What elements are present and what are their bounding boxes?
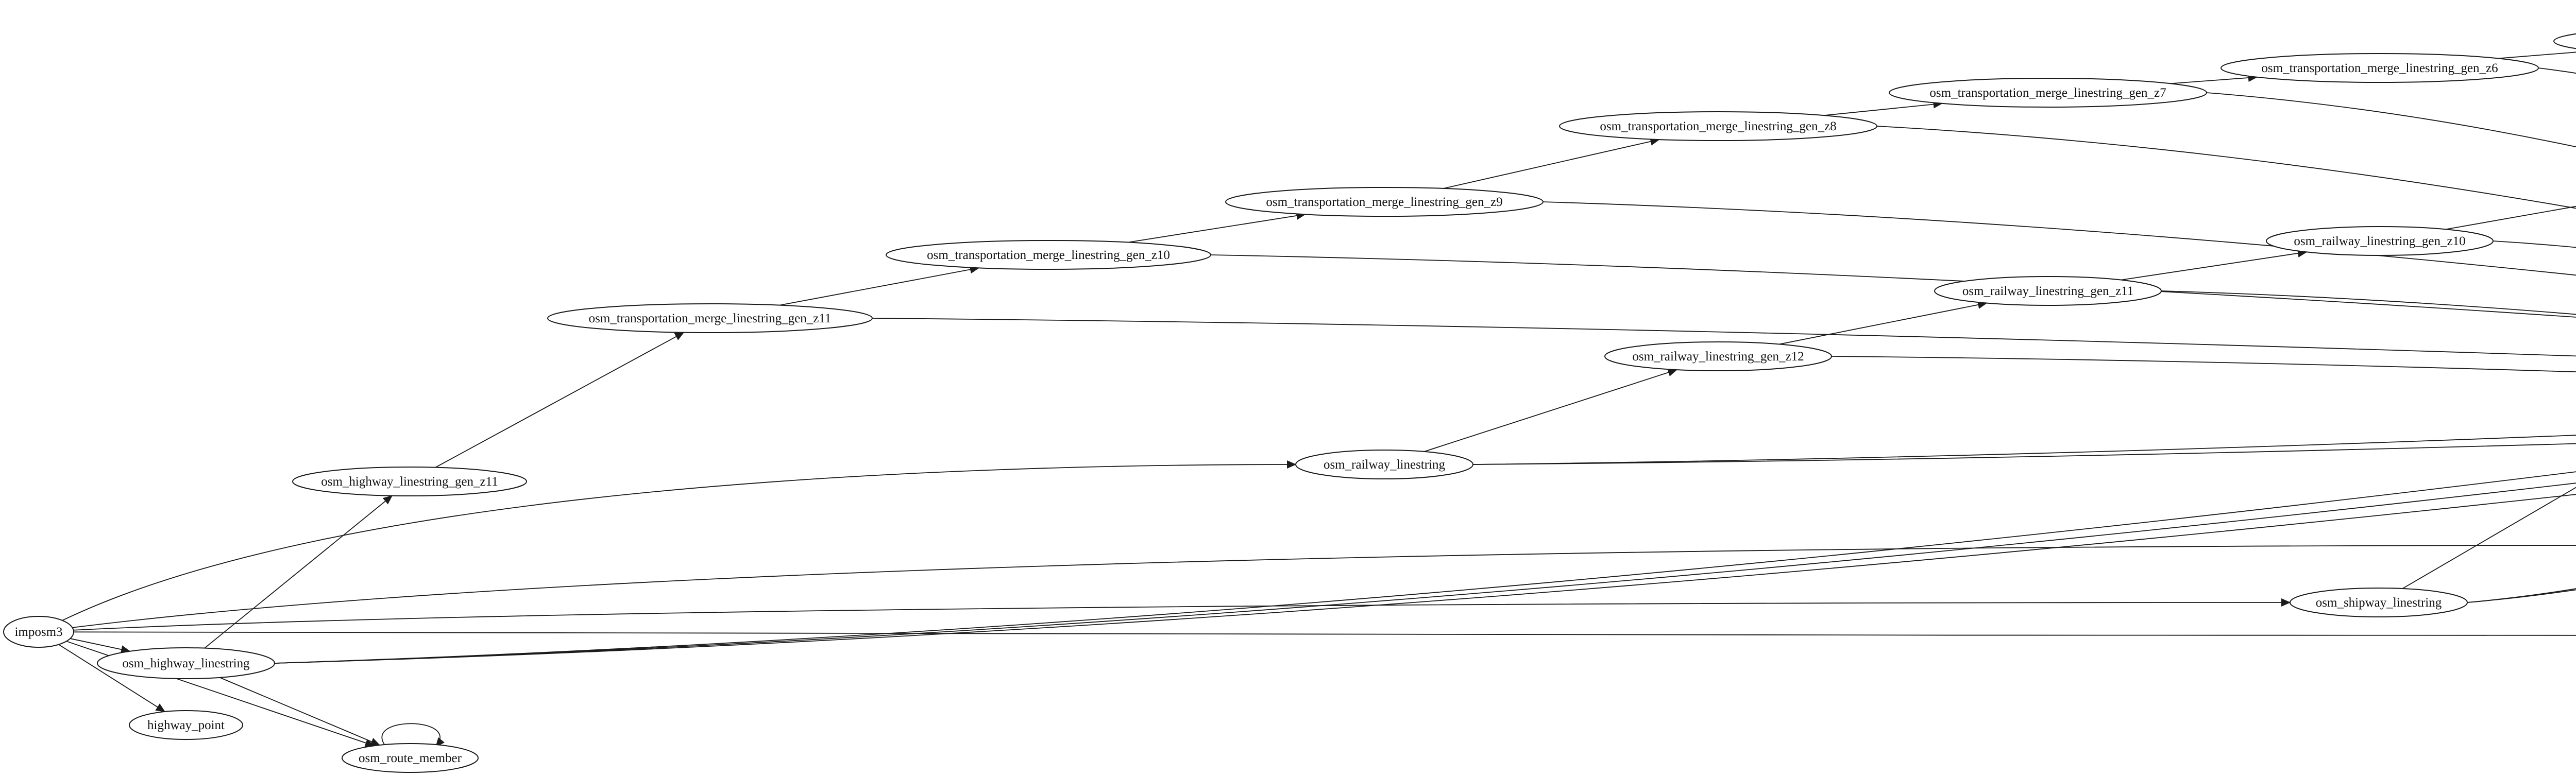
- edge-railway-railway_z12: [1423, 368, 1677, 452]
- node-railway_z12: osm_railway_linestring_gen_z12: [1604, 341, 1832, 371]
- node-label-shipway: osm_shipway_linestring: [2316, 596, 2442, 610]
- edge-railway_z11-z11: [2161, 290, 2576, 315]
- edge-railway-z14+: [1472, 443, 2576, 465]
- node-label-railway: osm_railway_linestring: [1324, 458, 1446, 472]
- edge-railway_z10-railway_z9: [2446, 205, 2576, 230]
- node-merge_z6: osm_transportation_merge_linestring_gen_…: [2221, 53, 2539, 83]
- node-merge_z7: osm_transportation_merge_linestring_gen_…: [1889, 78, 2207, 108]
- edge-shipway-shipway_z12: [2402, 487, 2576, 589]
- node-ellipse-imposm3: [3, 616, 74, 648]
- node-label-railway_z10: osm_railway_linestring_gen_z10: [2294, 234, 2465, 248]
- node-label-merge_z6: osm_transportation_merge_linestring_gen_…: [2261, 61, 2498, 75]
- edge-merge_z10-merge_z9: [1128, 212, 1306, 243]
- edge-merge_z6-merge_z5: [2498, 51, 2576, 59]
- edge-highway_linestring-highway_gen_z11: [204, 495, 393, 649]
- edge-merge_z9-merge_z8: [1443, 137, 1660, 189]
- node-label-route_member: osm_route_member: [359, 751, 462, 765]
- edge-merge_z9-z9: [1543, 201, 2576, 276]
- node-ellipse-merge_z9: [1225, 187, 1544, 217]
- node-merge_z10: osm_transportation_merge_linestring_gen_…: [886, 240, 1211, 270]
- node-label-imposm3: imposm3: [14, 625, 62, 639]
- node-label-railway_z11: osm_railway_linestring_gen_z11: [1962, 284, 2133, 298]
- node-imposm3: imposm3: [3, 616, 74, 648]
- edge-imposm3-highway_polygon: [73, 631, 2576, 636]
- edge-railway_z10-z10: [2493, 240, 2576, 248]
- node-ellipse-shipway: [2290, 588, 2468, 617]
- node-ellipse-merge_z7: [1889, 78, 2207, 108]
- node-highway_linestring: osm_highway_linestring: [97, 647, 275, 679]
- node-ellipse-merge_z6: [2221, 53, 2539, 83]
- edge-imposm3-highway_linestring: [70, 638, 131, 654]
- node-merge_z9: osm_transportation_merge_linestring_gen_…: [1225, 187, 1544, 217]
- edge-highway_linestring-route_member: [219, 677, 381, 746]
- edge-highway_gen_z11-merge_z11: [435, 332, 685, 468]
- edge-railway_z12-z12: [1831, 356, 2576, 373]
- node-ellipse-merge_z8: [1559, 111, 1877, 141]
- node-label-highway_linestring: osm_highway_linestring: [122, 657, 250, 670]
- edge-merge_z7-z7: [2206, 92, 2576, 148]
- node-railway_z10: osm_railway_linestring_gen_z10: [2266, 226, 2494, 256]
- node-label-merge_z8: osm_transportation_merge_linestring_gen_…: [1600, 119, 1836, 133]
- node-railway: osm_railway_linestring: [1295, 450, 1473, 479]
- node-ellipse-merge_z11: [547, 303, 873, 333]
- node-ellipse-highway_gen_z11: [292, 467, 527, 496]
- edge-shipway-z13: [2467, 588, 2576, 603]
- edge-highway_linestring-z14+: [274, 494, 2576, 664]
- node-label-merge_z10: osm_transportation_merge_linestring_gen_…: [927, 248, 1170, 262]
- edge-railway-z13: [1472, 435, 2576, 465]
- edge-merge_z8-z8: [1876, 126, 2576, 209]
- node-ellipse-railway_z11: [1934, 276, 2162, 306]
- node-ellipse-highway_point: [129, 710, 243, 740]
- edge-shipway-z14+: [2467, 589, 2576, 603]
- node-highway_gen_z11: osm_highway_linestring_gen_z11: [292, 467, 527, 496]
- edge-highway_linestring-z13: [274, 482, 2576, 664]
- node-merge_z5: osm_transportation_merge_linestring_gen_…: [2553, 33, 2576, 49]
- node-label-merge_z9: osm_transportation_merge_linestring_gen_…: [1266, 195, 1502, 209]
- node-route_member: osm_route_member: [342, 743, 479, 773]
- node-label-railway_z12: osm_railway_linestring_gen_z12: [1632, 350, 1804, 364]
- node-ellipse-merge_z5: [2553, 33, 2576, 49]
- edge-route_member-route_member: [381, 723, 445, 748]
- edge-imposm3-shipway: [73, 598, 2291, 631]
- edge-highway_linestring-z12: [274, 471, 2576, 664]
- node-ellipse-highway_linestring: [97, 647, 275, 679]
- edge-merge_z7-merge_z6: [2171, 74, 2258, 84]
- node-label-merge_z7: osm_transportation_merge_linestring_gen_…: [1929, 86, 2166, 100]
- nodes-layer: imposm3 osm_highway_linestring highway_poi…: [3, 33, 2576, 773]
- edge-merge_z10-z10: [1210, 254, 2576, 318]
- edge-merge_z11-z11: [872, 318, 2576, 357]
- node-railway_z11: osm_railway_linestring_gen_z11: [1934, 276, 2162, 306]
- node-shipway: osm_shipway_linestring: [2290, 588, 2468, 617]
- node-label-highway_gen_z11: osm_highway_linestring_gen_z11: [321, 475, 498, 489]
- node-ellipse-railway_z10: [2266, 226, 2494, 256]
- node-ellipse-merge_z10: [886, 240, 1211, 270]
- edge-merge_z8-merge_z7: [1824, 100, 1943, 116]
- edge-railway_z11-railway_z10: [2121, 249, 2308, 281]
- edge-imposm3-aerialway: [72, 545, 2576, 628]
- edge-imposm3-highway_point: [58, 644, 166, 712]
- node-merge_z11: osm_transportation_merge_linestring_gen_…: [547, 303, 873, 333]
- edge-imposm3-railway: [62, 460, 1297, 621]
- edge-merge_z11-merge_z10: [779, 265, 980, 306]
- node-label-merge_z11: osm_transportation_merge_linestring_gen_…: [589, 312, 832, 325]
- node-merge_z8: osm_transportation_merge_linestring_gen_…: [1559, 111, 1877, 141]
- node-ellipse-railway: [1295, 450, 1473, 479]
- edge-railway_z12-railway_z11: [1779, 301, 1988, 345]
- node-label-highway_point: highway_point: [147, 718, 225, 732]
- node-ellipse-route_member: [342, 743, 479, 773]
- edges-layer: [58, 51, 2576, 748]
- edge-merge_z6-z6: [2538, 67, 2576, 74]
- node-ellipse-railway_z12: [1604, 341, 1832, 371]
- node-highway_point: highway_point: [129, 710, 243, 740]
